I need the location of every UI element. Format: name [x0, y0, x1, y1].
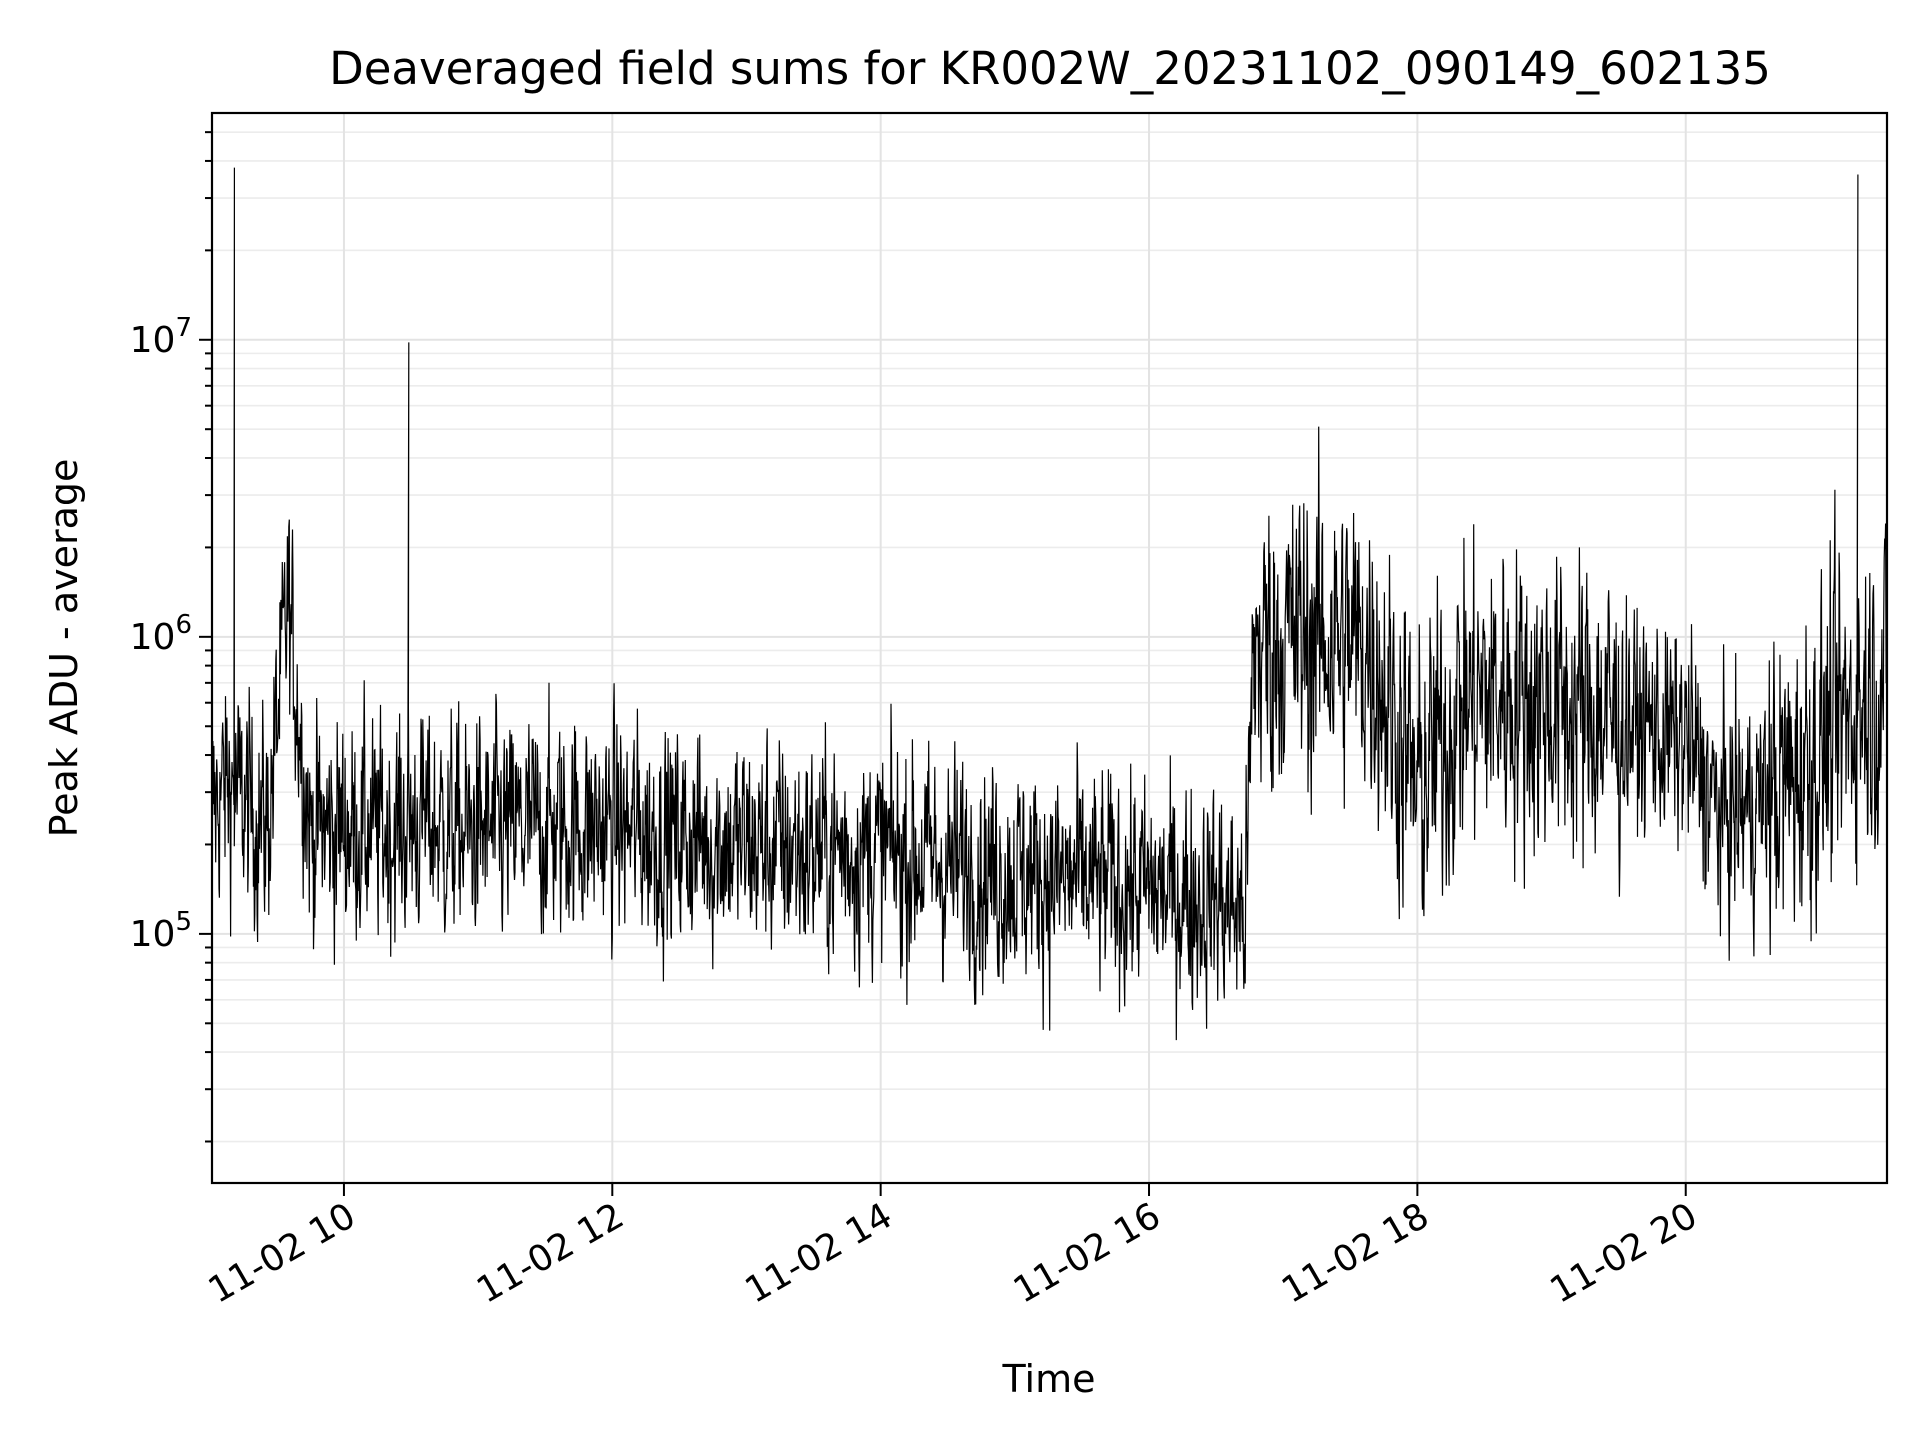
y-tick-label: 107: [130, 313, 192, 361]
y-axis-label: Peak ADU - average: [42, 459, 86, 838]
x-axis-label: Time: [1002, 1357, 1096, 1401]
series-line: [211, 167, 1888, 1041]
grid: [212, 113, 1887, 1183]
series-group: [211, 167, 1888, 1041]
y-tick-label: 105: [130, 907, 192, 955]
plot-frame: [210, 111, 1889, 1185]
y-tick-label: 106: [130, 610, 192, 658]
chart-title: Deaveraged field sums for KR002W_2023110…: [329, 42, 1771, 95]
